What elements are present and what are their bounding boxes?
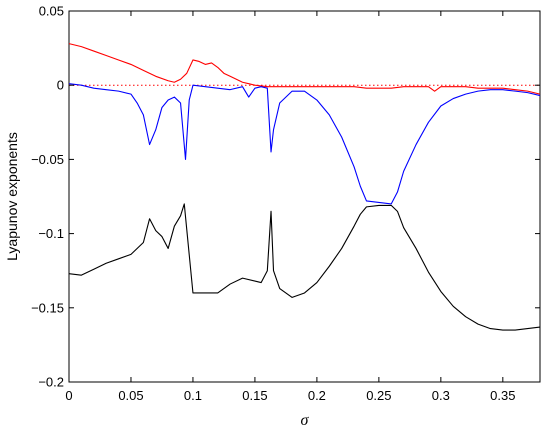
x-axis-ticks: 0 0.05 0.1 0.15 0.2 0.25 0.3 0.35	[65, 11, 515, 403]
x-tick-label: 0.1	[184, 388, 202, 403]
x-tick-label: 0	[65, 388, 72, 403]
series-line-1	[68, 83, 541, 205]
y-tick-label: −0.1	[38, 226, 64, 241]
x-tick-label: 0.35	[490, 388, 515, 403]
plot-area	[68, 10, 541, 383]
y-tick-label: −0.2	[38, 375, 64, 390]
y-tick-label: 0.05	[39, 4, 64, 19]
x-tick-label: 0.3	[432, 388, 450, 403]
x-tick-label: 0.15	[242, 388, 267, 403]
series-line-2	[68, 203, 541, 331]
x-axis-label: σ	[301, 412, 310, 429]
series-layer	[68, 43, 541, 331]
x-tick-label: 0.05	[118, 388, 143, 403]
y-tick-label: 0	[57, 78, 64, 93]
y-tick-label: −0.15	[31, 300, 64, 315]
y-axis-ticks: −0.2 −0.15 −0.1 −0.05 0 0.05	[31, 4, 540, 390]
y-tick-label: −0.05	[31, 152, 64, 167]
y-axis-label: Lyapunov exponents	[4, 132, 20, 261]
series-line-0	[68, 43, 541, 95]
x-tick-label: 0.2	[308, 388, 326, 403]
x-tick-label: 0.25	[366, 388, 391, 403]
